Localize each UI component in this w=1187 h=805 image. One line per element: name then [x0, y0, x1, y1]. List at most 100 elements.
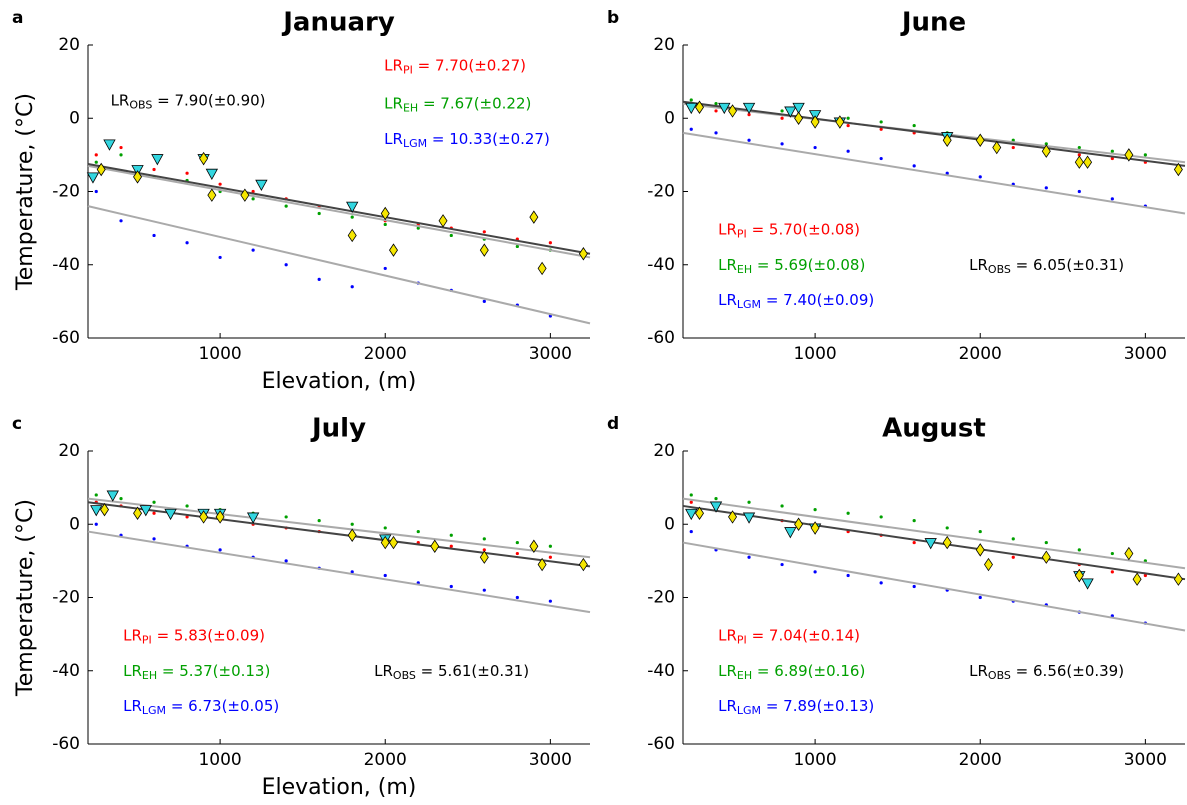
- point: [1011, 555, 1015, 559]
- x-tick-label: 1000: [198, 344, 241, 364]
- point: [482, 230, 486, 234]
- annotation-base: LR: [123, 696, 142, 714]
- x-tick-label: 1000: [793, 750, 836, 770]
- triangle-marker: [205, 168, 219, 181]
- y-tick-label: 0: [664, 108, 675, 128]
- y-tick-label: 20: [58, 441, 80, 461]
- point: [879, 515, 883, 519]
- triangle-marker: [742, 102, 756, 115]
- point: [1077, 153, 1081, 157]
- annotation-sub: PI: [403, 64, 413, 77]
- annotation-text: = 6.73(±0.05): [166, 696, 279, 714]
- annotation-base: LR: [718, 696, 737, 714]
- point: [284, 559, 288, 563]
- y-tick-label: 0: [69, 514, 80, 534]
- annotation-base: LR: [374, 661, 393, 679]
- point: [846, 511, 850, 515]
- point: [94, 153, 98, 157]
- panel-title: June: [900, 8, 966, 38]
- y-tick-label: -40: [52, 661, 80, 681]
- diamond-marker: [430, 539, 440, 553]
- triangle-marker: [139, 505, 152, 517]
- x-tick-label: 2000: [959, 750, 1002, 770]
- point: [218, 255, 222, 260]
- annotation-base: LR: [718, 626, 737, 644]
- annotation: LRPI = 5.83(±0.09): [123, 626, 265, 647]
- point: [449, 584, 453, 589]
- point: [119, 497, 123, 501]
- annotation-sub: EH: [737, 263, 752, 276]
- annotation-sub: OBS: [393, 669, 416, 682]
- diamond-marker: [207, 188, 217, 202]
- point: [912, 518, 916, 523]
- y-tick-label: -20: [52, 182, 80, 202]
- triangle-marker: [90, 505, 103, 517]
- panel: c July Elevation, (m) Temperature, (°C) -60 -…: [12, 414, 591, 800]
- point: [879, 120, 883, 124]
- annotation-text: = 10.33(±0.27): [427, 129, 550, 147]
- point: [945, 526, 949, 530]
- fit-line: [682, 541, 1186, 632]
- x-tick-label: 2000: [364, 344, 407, 364]
- triangle-marker: [346, 201, 359, 213]
- point: [1110, 551, 1114, 556]
- annotation-sub: EH: [403, 102, 418, 115]
- point: [978, 529, 982, 534]
- diamond-marker: [578, 247, 588, 261]
- annotation-text: = 5.37(±0.13): [157, 661, 270, 679]
- point: [251, 189, 255, 194]
- point: [1110, 570, 1114, 574]
- point: [1110, 197, 1114, 201]
- point: [515, 244, 519, 249]
- diamond-marker: [1173, 162, 1183, 177]
- annotation-base: LR: [718, 290, 737, 308]
- diamond-marker: [96, 162, 106, 177]
- y-tick-label: -60: [52, 734, 80, 754]
- annotation: LRLGM = 7.40(±0.09): [718, 290, 874, 311]
- point: [185, 241, 189, 245]
- point: [714, 497, 718, 501]
- diamond-marker: [133, 170, 143, 184]
- panel-label: a: [12, 8, 23, 28]
- annotation-text: = 7.04(±0.14): [747, 626, 860, 644]
- triangle-marker: [742, 512, 756, 524]
- diamond-marker: [347, 528, 357, 542]
- annotation-text: = 7.90(±0.90): [152, 91, 265, 109]
- diamond-marker: [835, 115, 845, 129]
- point: [152, 500, 156, 504]
- point: [152, 233, 156, 238]
- point: [383, 222, 387, 227]
- fit-line: [87, 164, 591, 259]
- annotation-base: LR: [384, 129, 403, 147]
- diamond-marker: [133, 506, 143, 520]
- annotation-base: LR: [718, 220, 737, 238]
- annotation: LROBS = 7.90(±0.90): [111, 91, 266, 112]
- point: [449, 533, 453, 537]
- annotation: LRLGM = 10.33(±0.27): [384, 129, 550, 150]
- point: [1077, 548, 1081, 552]
- point: [218, 182, 222, 186]
- annotation: LREH = 7.67(±0.22): [384, 94, 531, 115]
- point: [714, 131, 718, 135]
- point: [515, 595, 519, 600]
- diamond-marker: [810, 115, 820, 129]
- point: [350, 522, 354, 526]
- point: [813, 570, 817, 574]
- point: [747, 138, 751, 142]
- diamond-marker: [1041, 144, 1051, 158]
- diamond-marker: [695, 100, 704, 114]
- annotation-sub: LGM: [737, 298, 761, 311]
- diamond-marker: [479, 550, 489, 564]
- fit-line: [87, 497, 591, 559]
- diamond-marker: [380, 535, 390, 550]
- point: [383, 573, 387, 578]
- triangle-marker: [106, 490, 119, 502]
- point: [515, 551, 519, 556]
- point: [780, 109, 784, 113]
- point: [846, 149, 850, 153]
- point: [912, 584, 916, 589]
- point: [383, 266, 387, 271]
- diamond-marker: [479, 243, 489, 257]
- annotation: LRLGM = 6.73(±0.05): [123, 696, 279, 717]
